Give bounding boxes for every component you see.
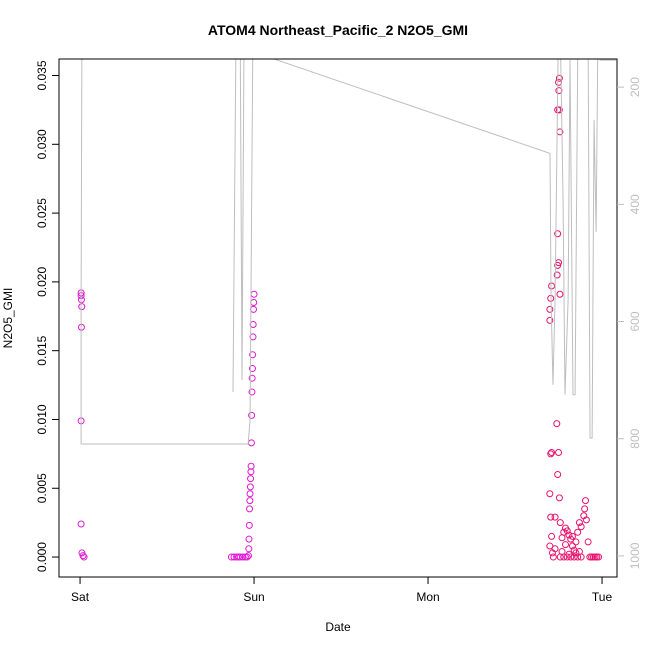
data-point bbox=[244, 552, 252, 560]
data-point bbox=[546, 305, 554, 313]
data-point bbox=[551, 513, 559, 521]
data-point bbox=[245, 521, 253, 529]
data-point bbox=[568, 532, 576, 540]
data-point bbox=[246, 490, 254, 498]
data-point bbox=[575, 548, 583, 556]
plot-area bbox=[77, 59, 616, 561]
data-point bbox=[565, 531, 573, 539]
data-point bbox=[577, 523, 585, 531]
data-point bbox=[595, 553, 603, 561]
data-point bbox=[555, 74, 563, 82]
data-point bbox=[568, 542, 576, 550]
plot-frame bbox=[58, 58, 618, 578]
data-point bbox=[227, 553, 235, 561]
data-point bbox=[248, 411, 256, 419]
data-point bbox=[248, 388, 256, 396]
data-point bbox=[556, 519, 564, 527]
data-point bbox=[245, 545, 253, 553]
data-point bbox=[563, 527, 571, 535]
data-point bbox=[247, 462, 255, 470]
pressure-line bbox=[80, 59, 616, 445]
data-point bbox=[546, 542, 554, 550]
data-point bbox=[555, 106, 563, 114]
data-point bbox=[553, 420, 561, 428]
data-point bbox=[78, 303, 86, 311]
data-point bbox=[245, 535, 253, 543]
data-point bbox=[548, 282, 556, 290]
y-tick-label: 0.000 bbox=[35, 542, 49, 572]
data-point bbox=[558, 548, 566, 556]
y-axis-label: N2O5_GMI bbox=[1, 288, 15, 349]
data-point bbox=[560, 528, 568, 536]
x-tick-label: Mon bbox=[416, 590, 439, 604]
data-point bbox=[572, 549, 580, 557]
data-point bbox=[246, 505, 254, 513]
y-tick-label: 0.025 bbox=[35, 198, 49, 228]
data-point bbox=[554, 230, 562, 238]
data-point bbox=[555, 448, 563, 456]
data-point bbox=[561, 541, 569, 549]
data-point bbox=[546, 316, 554, 324]
data-point bbox=[582, 497, 590, 505]
x-axis-label: Date bbox=[325, 620, 351, 634]
data-point bbox=[548, 532, 556, 540]
data-point bbox=[249, 321, 257, 329]
y2-tick-label: 800 bbox=[628, 428, 642, 448]
y-tick-label: 0.030 bbox=[35, 129, 49, 159]
y-tick-label: 0.015 bbox=[35, 335, 49, 365]
y2-tick-label: 600 bbox=[628, 311, 642, 331]
data-point bbox=[80, 553, 88, 561]
data-point bbox=[546, 490, 554, 498]
y-tick-label: 0.020 bbox=[35, 267, 49, 297]
x-tick-label: Sat bbox=[71, 590, 90, 604]
data-point bbox=[553, 271, 561, 279]
data-point bbox=[248, 365, 256, 373]
data-point bbox=[582, 516, 590, 524]
data-point bbox=[575, 519, 583, 527]
y-tick-label: 0.010 bbox=[35, 404, 49, 434]
y2-tick-label: 200 bbox=[628, 77, 642, 97]
data-point bbox=[581, 505, 589, 513]
data-point bbox=[79, 552, 87, 560]
data-point bbox=[549, 553, 557, 561]
data-point bbox=[574, 528, 582, 536]
data-point bbox=[236, 553, 244, 561]
data-point bbox=[249, 333, 257, 341]
y2-tick-label: 400 bbox=[628, 194, 642, 214]
x-tick-label: Tue bbox=[592, 590, 613, 604]
data-point bbox=[246, 483, 254, 491]
data-point bbox=[248, 374, 256, 382]
data-point bbox=[547, 450, 555, 458]
y2-tick-label: 1000 bbox=[628, 542, 642, 569]
data-point bbox=[570, 553, 578, 561]
data-point bbox=[249, 351, 257, 359]
data-point bbox=[77, 520, 85, 528]
data-point bbox=[555, 87, 563, 95]
data-point bbox=[548, 448, 556, 456]
data-point bbox=[554, 471, 562, 479]
data-point bbox=[247, 475, 255, 483]
data-point bbox=[584, 538, 592, 546]
chart-title: ATOM4 Northeast_Pacific_2 N2O5_GMI bbox=[208, 22, 468, 38]
x-tick-label: Sun bbox=[243, 590, 264, 604]
data-point bbox=[547, 513, 555, 521]
data-point bbox=[246, 497, 254, 505]
data-point bbox=[555, 494, 563, 502]
data-point bbox=[565, 550, 573, 558]
y-tick-label: 0.035 bbox=[35, 60, 49, 90]
y-tick-label: 0.005 bbox=[35, 473, 49, 503]
data-point bbox=[572, 538, 580, 546]
data-point bbox=[243, 553, 251, 561]
data-point bbox=[551, 545, 559, 553]
data-point bbox=[556, 290, 564, 298]
